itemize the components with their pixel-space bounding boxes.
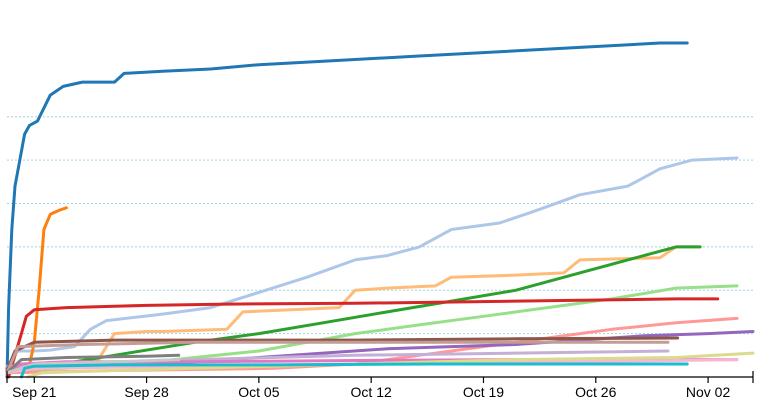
series-line-14 [5,353,181,375]
x-tick-label: Nov 02 [686,384,731,400]
x-tick-label: Sep 21 [12,384,57,400]
x-tick-label: Sep 28 [124,384,169,400]
series-line-17 [19,362,689,379]
series-lines [5,41,755,379]
x-tick-label: Oct 12 [351,384,392,400]
series-line-11 [5,340,670,375]
series-line-4 [5,245,702,375]
x-tick-label: Oct 05 [238,384,279,400]
x-tick-label: Oct 19 [463,384,504,400]
series-line-1 [5,156,739,375]
x-tick-label: Oct 26 [575,384,616,400]
series-line-15 [5,358,181,375]
x-axis: Sep 21 Sep 28 Oct 05 Oct 12 Oct 19 Oct 26 Nov … [6,371,754,400]
gridlines [7,116,753,335]
series-line-0 [5,41,689,379]
series-line-6 [7,297,720,379]
